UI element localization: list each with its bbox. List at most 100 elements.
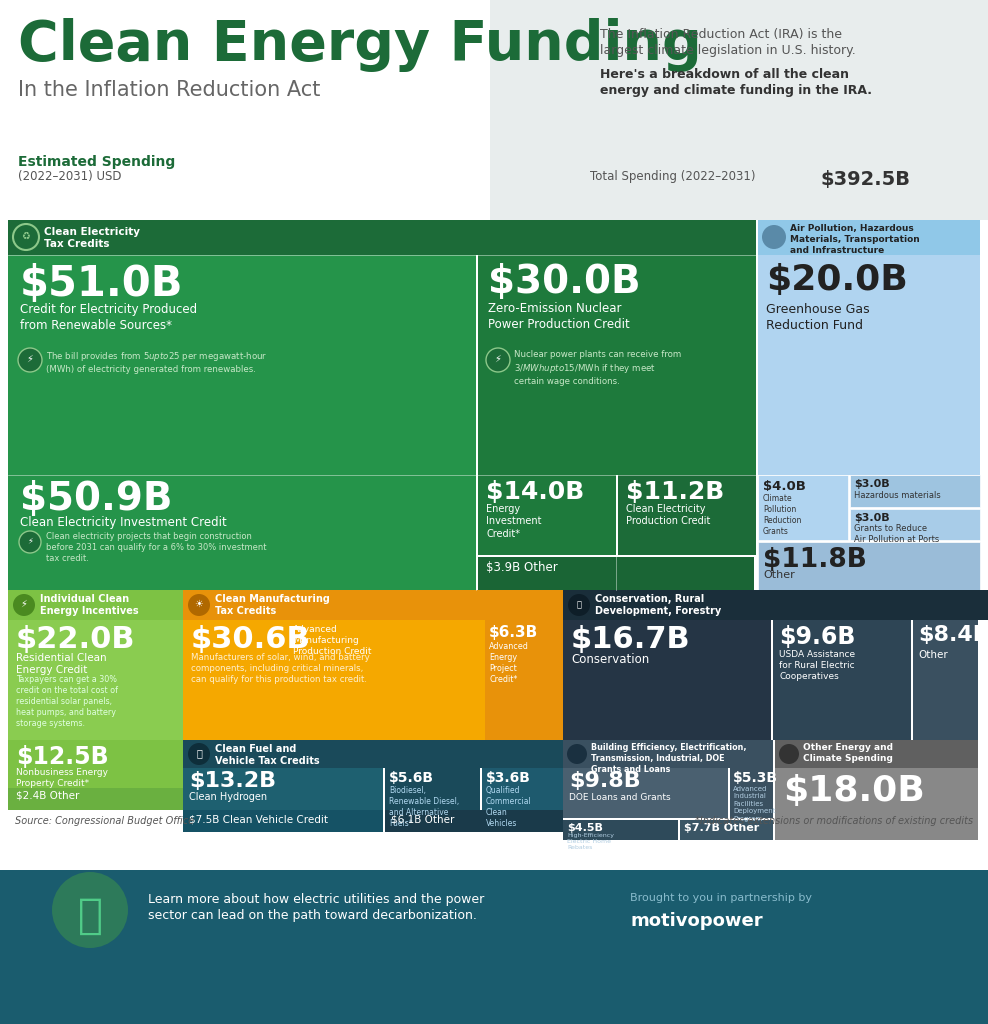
Circle shape: [486, 348, 510, 372]
Bar: [563, 820, 678, 840]
Bar: [563, 740, 773, 768]
Bar: [183, 740, 563, 768]
Text: 🌳: 🌳: [77, 895, 103, 937]
Bar: [563, 768, 728, 818]
Text: Other: Other: [763, 570, 794, 580]
Text: Residential Clean
Energy Credit: Residential Clean Energy Credit: [16, 653, 107, 676]
Text: Grants to Reduce
Air Pollution at Ports: Grants to Reduce Air Pollution at Ports: [854, 524, 940, 544]
Text: Nonbusiness Energy
Property Credit*: Nonbusiness Energy Property Credit*: [16, 768, 108, 788]
Text: Advanced
Manufacturing
Production Credit: Advanced Manufacturing Production Credit: [293, 625, 371, 656]
Text: $51.0B: $51.0B: [20, 263, 184, 305]
Text: Clean Fuel and
Vehicle Tax Credits: Clean Fuel and Vehicle Tax Credits: [215, 744, 320, 766]
Text: Advanced
Energy
Project
Credit*: Advanced Energy Project Credit*: [489, 642, 529, 684]
Bar: [563, 620, 771, 740]
Text: $6.1B Other: $6.1B Other: [391, 814, 454, 824]
Text: Learn more about how electric utilities and the power
sector can lead on the pat: Learn more about how electric utilities …: [148, 893, 484, 922]
Text: $11.2B: $11.2B: [626, 480, 724, 504]
Text: $13.2B: $13.2B: [189, 771, 276, 791]
Bar: [913, 620, 978, 740]
Text: Air Pollution, Hazardous
Materials, Transportation
and Infrastructure: Air Pollution, Hazardous Materials, Tran…: [790, 224, 920, 255]
Circle shape: [18, 348, 42, 372]
Text: $22.0B: $22.0B: [16, 625, 135, 654]
Bar: [775, 768, 978, 840]
Bar: [8, 475, 476, 590]
Text: *Indicates extensions or modifications of existing credits: *Indicates extensions or modifications o…: [695, 816, 973, 826]
Circle shape: [779, 744, 799, 764]
Text: motivopower: motivopower: [630, 912, 763, 930]
Text: ☀: ☀: [195, 599, 204, 609]
Text: $12.5B: $12.5B: [16, 745, 109, 769]
Bar: [8, 255, 476, 475]
Text: Other Energy and
Climate Spending: Other Energy and Climate Spending: [803, 743, 893, 763]
Bar: [478, 475, 616, 555]
Text: ⚡: ⚡: [495, 354, 502, 364]
Text: $11.8B: $11.8B: [763, 547, 866, 573]
Text: $7.7B Other: $7.7B Other: [684, 823, 759, 833]
Text: Clean Electricity
Production Credit: Clean Electricity Production Credit: [626, 504, 710, 526]
Bar: [385, 768, 480, 810]
Circle shape: [567, 744, 587, 764]
Text: Clean Electricity Investment Credit: Clean Electricity Investment Credit: [20, 516, 227, 529]
Bar: [8, 220, 756, 255]
Bar: [8, 788, 183, 810]
Circle shape: [13, 594, 35, 616]
Text: $3.6B: $3.6B: [486, 771, 531, 785]
Text: ⚡: ⚡: [27, 354, 34, 364]
Text: Other: Other: [918, 650, 947, 660]
Text: $3.0B: $3.0B: [854, 479, 889, 489]
Bar: [8, 590, 183, 620]
Text: $4.5B: $4.5B: [567, 823, 603, 833]
Text: Clean Manufacturing
Tax Credits: Clean Manufacturing Tax Credits: [215, 594, 330, 616]
Bar: [490, 0, 988, 220]
Circle shape: [52, 872, 128, 948]
Text: Qualified
Commercial
Clean
Vehicles: Qualified Commercial Clean Vehicles: [486, 786, 532, 828]
Text: 🌿: 🌿: [577, 600, 582, 609]
Bar: [758, 542, 980, 590]
Bar: [485, 620, 563, 740]
Text: Advanced
Industrial
Facilities
Deployment
Program: Advanced Industrial Facilities Deploymen…: [733, 786, 776, 822]
Text: ⚡: ⚡: [27, 536, 33, 545]
Text: $3.0B: $3.0B: [854, 513, 889, 523]
Text: $30.6B: $30.6B: [191, 625, 310, 654]
Bar: [8, 620, 183, 740]
Text: Estimated Spending: Estimated Spending: [18, 155, 175, 169]
Bar: [850, 475, 980, 507]
Text: Credit for Electricity Produced
from Renewable Sources*: Credit for Electricity Produced from Ren…: [20, 303, 198, 332]
Bar: [482, 768, 563, 810]
Text: Source: Congressional Budget Office: Source: Congressional Budget Office: [15, 816, 194, 826]
Bar: [183, 620, 485, 740]
Bar: [478, 557, 754, 590]
Circle shape: [188, 743, 210, 765]
Text: $8.4B: $8.4B: [918, 625, 988, 645]
Circle shape: [762, 225, 786, 249]
Text: Brought to you in partnership by: Brought to you in partnership by: [630, 893, 812, 903]
Bar: [773, 620, 911, 740]
Text: $20.0B: $20.0B: [766, 263, 908, 297]
Text: Nuclear power plants can receive from
$3/MWh up to $15/MWh if they meet
certain : Nuclear power plants can receive from $3…: [514, 350, 682, 386]
Text: Total Spending (2022–2031): Total Spending (2022–2031): [590, 170, 759, 183]
Text: Conservation, Rural
Development, Forestry: Conservation, Rural Development, Forestr…: [595, 594, 721, 616]
Text: Taxpayers can get a 30%
credit on the total cost of
residential solar panels,
he: Taxpayers can get a 30% credit on the to…: [16, 675, 118, 728]
Bar: [478, 255, 756, 475]
Text: $4.0B: $4.0B: [763, 480, 806, 493]
Bar: [8, 740, 183, 788]
Bar: [0, 870, 988, 1024]
Bar: [385, 810, 563, 831]
Text: ♻: ♻: [22, 231, 31, 241]
Text: Zero-Emission Nuclear
Power Production Credit: Zero-Emission Nuclear Power Production C…: [488, 302, 629, 331]
Text: $5.6B: $5.6B: [389, 771, 434, 785]
Bar: [618, 475, 756, 555]
Bar: [183, 768, 383, 810]
Text: DOE Loans and Grants: DOE Loans and Grants: [569, 793, 671, 802]
Text: $16.7B: $16.7B: [571, 625, 691, 654]
Text: $7.5B Clean Vehicle Credit: $7.5B Clean Vehicle Credit: [189, 814, 328, 824]
Text: Here's a breakdown of all the clean
energy and climate funding in the IRA.: Here's a breakdown of all the clean ener…: [600, 68, 872, 97]
Text: Individual Clean
Energy Incentives: Individual Clean Energy Incentives: [40, 594, 138, 616]
Bar: [0, 0, 988, 220]
Text: The bill provides from $5 up to $25 per megawatt-hour
(MWh) of electricity gener: The bill provides from $5 up to $25 per …: [46, 350, 268, 374]
Text: $18.0B: $18.0B: [783, 774, 925, 808]
Text: $3.9B Other: $3.9B Other: [486, 561, 558, 574]
Bar: [183, 590, 563, 620]
Text: USDA Assistance
for Rural Electric
Cooperatives: USDA Assistance for Rural Electric Coope…: [779, 650, 856, 681]
Text: $9.6B: $9.6B: [779, 625, 856, 649]
